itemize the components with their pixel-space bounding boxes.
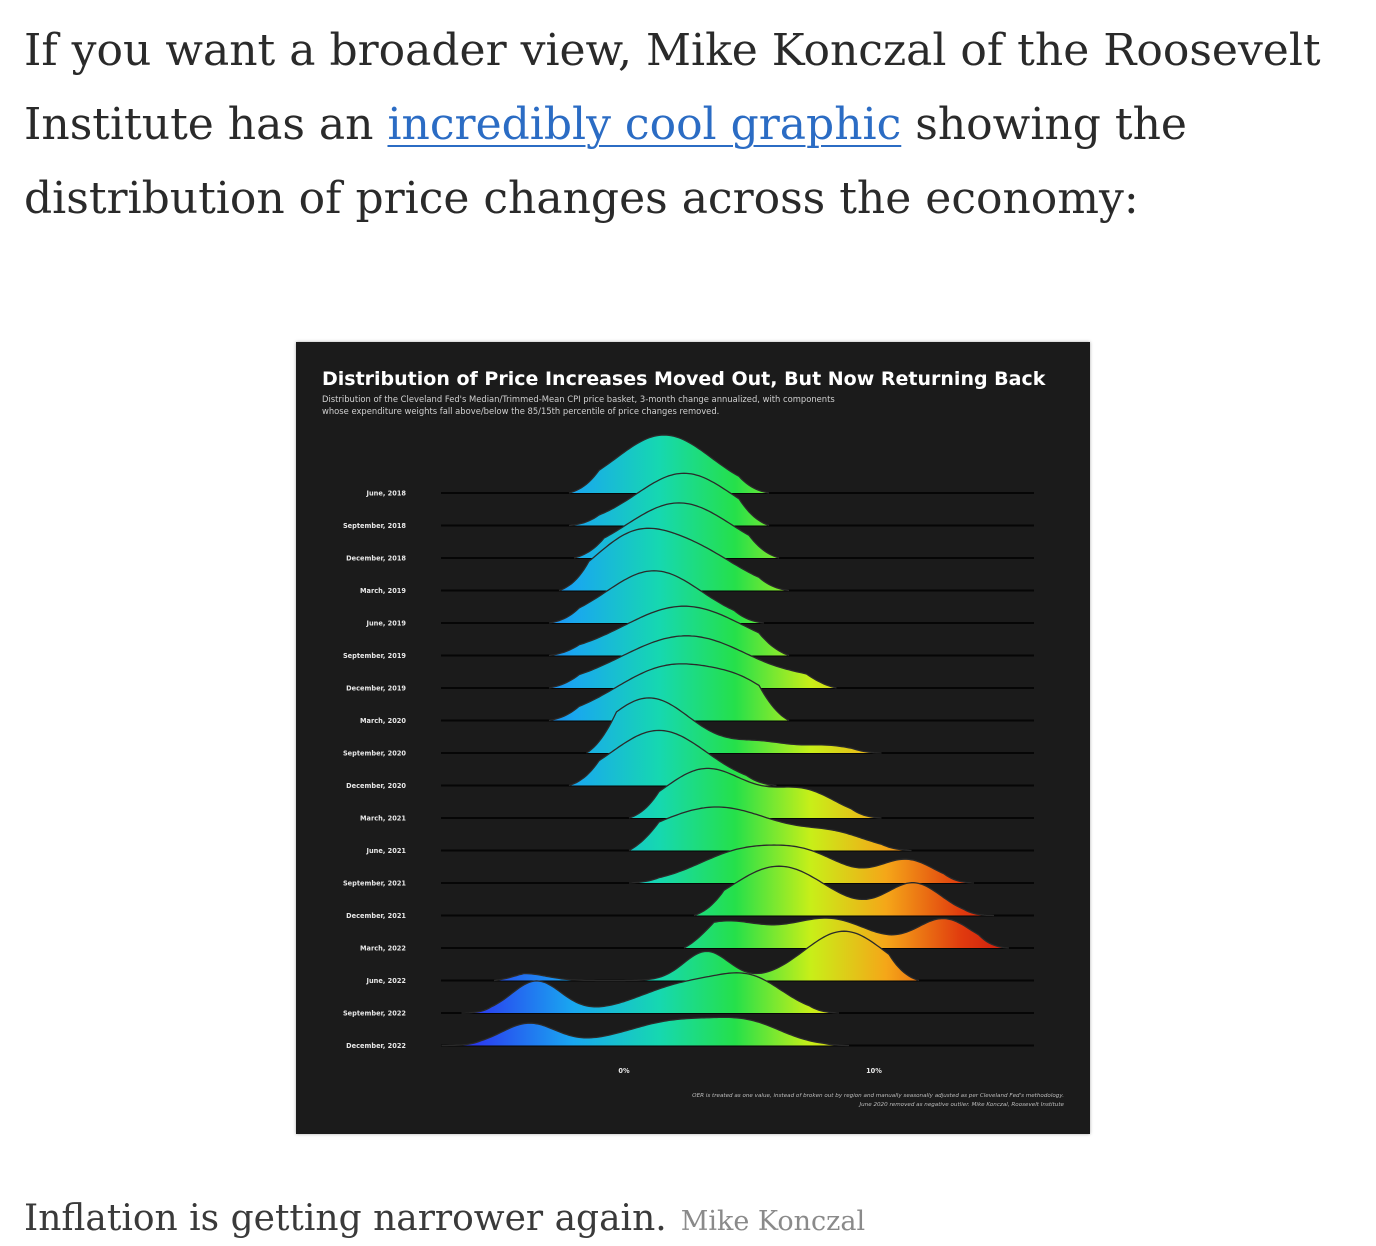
row-label-september-2020: September, 2020 [343,750,406,758]
ridge-area-december-2021 [694,866,994,916]
ridge-outline-june-2019 [548,570,765,624]
row-label-september-2021: September, 2021 [343,880,406,888]
ridgeline-chart: Distribution of Price Increases Moved Ou… [322,368,1065,1108]
row-label-march-2020: March, 2020 [360,717,406,725]
row-label-march-2021: March, 2021 [360,815,406,823]
row-label-june-2021: June, 2021 [366,847,407,855]
row-label-march-2022: March, 2022 [360,945,406,953]
ridge-outline-december-2018 [573,502,780,559]
ridge-area-september-2021 [629,845,974,883]
ridge-area-june-2022 [494,931,919,981]
row-label-june-2018: June, 2018 [366,490,407,498]
x-tick-label-10: 10% [866,1067,882,1075]
ridge-area-december-2022 [441,1017,849,1046]
row-label-december-2019: December, 2019 [346,685,406,693]
ridge-outline-march-2021 [628,767,882,819]
ridge-outline-december-2019 [548,635,837,689]
ridge-outline-september-2019 [548,605,790,657]
ridge-outline-june-2021 [628,806,912,852]
x-tick-label-0: 0% [618,1067,630,1075]
chart-footnote-line-1: OER is treated as one value, instead of … [692,1093,1064,1099]
ridge-area-september-2022 [461,972,839,1013]
row-label-september-2019: September, 2019 [343,652,406,660]
chart-subtitle-line-1: Distribution of the Cleveland Fed's Medi… [322,394,835,404]
ridge-outline-september-2022 [461,972,840,1014]
article-paragraph: If you want a broader view, Mike Konczal… [24,14,1369,236]
row-label-september-2022: September, 2022 [343,1010,406,1018]
row-label-december-2021: December, 2021 [346,912,406,920]
ridge-area-march-2020 [549,663,789,721]
ridge-outline-september-2018 [568,472,770,527]
figure-caption: Inflation is getting narrower again. Mike… [24,1198,865,1239]
row-label-june-2022: June, 2022 [366,977,407,985]
ridge-outline-june-2018 [568,434,770,494]
ridge-area-june-2018 [569,435,769,493]
ridge-area-december-2019 [549,635,837,688]
row-label-december-2022: December, 2022 [346,1042,406,1050]
ridgeline-chart-figure: Distribution of Price Increases Moved Ou… [296,342,1090,1134]
ridge-area-march-2019 [559,528,789,591]
chart-subtitle-line-2: whose expenditure weights fall above/bel… [322,406,719,416]
row-label-march-2019: March, 2019 [360,587,406,595]
row-label-december-2020: December, 2020 [346,782,406,790]
ridge-outline-september-2021 [628,844,975,884]
chart-footnote-line-2: June 2020 removed as negative outlier. M… [858,1102,1064,1108]
caption-credit: Mike Konczal [680,1206,866,1237]
ridge-outline-june-2022 [493,930,920,982]
row-labels-group: June, 2018 September, 2018 December, 2018 M… [343,490,406,1051]
ridge-area-december-2020 [569,730,777,786]
ridges-group [441,434,1034,1047]
ridge-outline-september-2020 [586,697,882,754]
chart-title: Distribution of Price Increases Moved Ou… [322,368,1046,390]
ridge-area-june-2021 [629,807,912,851]
ridge-outline-december-2022 [441,1016,849,1047]
ridge-outline-march-2022 [683,917,1010,949]
paragraph-text-after-link: showing the distribution of price change… [24,99,1187,224]
ridge-outline-december-2021 [693,865,995,917]
row-label-september-2018: September, 2018 [343,522,406,530]
x-ticks-group: 0% 10% [618,1067,882,1075]
row-label-june-2019: June, 2019 [366,620,407,628]
ridge-outline-march-2020 [548,663,790,722]
ridge-area-march-2021 [629,768,882,818]
ridge-outline-march-2019 [558,527,790,592]
graphic-link[interactable]: incredibly cool graphic [387,99,902,150]
paragraph-text-before-link: If you want a broader view, Mike Konczal… [24,25,1321,150]
ridge-area-june-2019 [549,570,764,623]
caption-text: Inflation is getting narrower again. [24,1198,667,1239]
ridge-outline-december-2020 [568,729,777,787]
row-label-december-2018: December, 2018 [346,555,406,563]
